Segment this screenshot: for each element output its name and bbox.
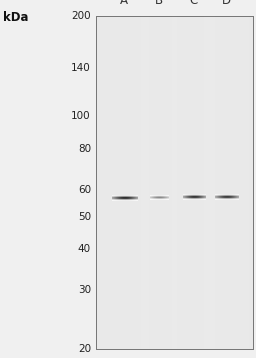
Text: 80: 80 bbox=[78, 144, 91, 154]
Text: kDa: kDa bbox=[3, 11, 28, 24]
Text: B: B bbox=[155, 0, 163, 7]
Text: 60: 60 bbox=[78, 185, 91, 195]
Text: 40: 40 bbox=[78, 244, 91, 254]
Text: D: D bbox=[222, 0, 231, 7]
Text: 140: 140 bbox=[71, 63, 91, 73]
Text: 30: 30 bbox=[78, 285, 91, 295]
Bar bbox=[173, 16, 215, 349]
Bar bbox=[96, 16, 253, 349]
Text: A: A bbox=[120, 0, 128, 7]
Text: C: C bbox=[189, 0, 198, 7]
Bar bbox=[100, 16, 148, 349]
Text: 100: 100 bbox=[71, 111, 91, 121]
Bar bbox=[141, 16, 177, 349]
Text: 50: 50 bbox=[78, 212, 91, 222]
Text: 200: 200 bbox=[71, 11, 91, 21]
Bar bbox=[204, 16, 249, 349]
Bar bbox=[96, 16, 253, 349]
Text: 20: 20 bbox=[78, 344, 91, 354]
